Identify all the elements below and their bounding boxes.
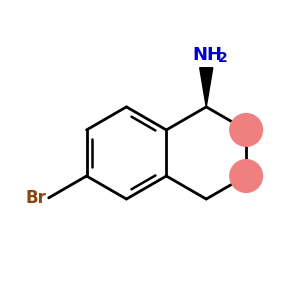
Text: 2: 2	[218, 51, 227, 65]
Text: NH: NH	[193, 46, 223, 64]
Circle shape	[230, 114, 262, 146]
Circle shape	[230, 160, 262, 192]
Text: Br: Br	[26, 189, 46, 207]
Polygon shape	[200, 68, 213, 107]
